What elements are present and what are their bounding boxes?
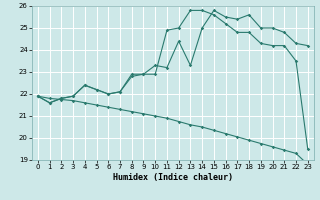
X-axis label: Humidex (Indice chaleur): Humidex (Indice chaleur)	[113, 173, 233, 182]
